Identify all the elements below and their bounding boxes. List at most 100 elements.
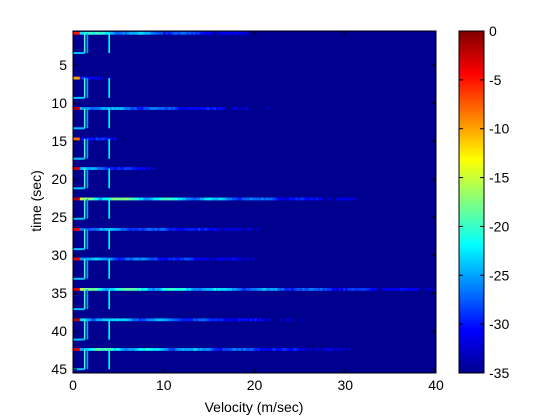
heat-cell: [281, 197, 285, 201]
heat-cell: [227, 227, 230, 231]
heat-cell: [211, 197, 215, 201]
heat-cell: [367, 288, 371, 291]
heat-cell: [406, 288, 410, 291]
heat-cell: [247, 348, 251, 351]
heat-cell: [356, 288, 360, 291]
heat-cell: [333, 288, 337, 291]
heat-cell: [77, 167, 81, 170]
heat-cell: [218, 257, 221, 261]
heat-cell: [238, 31, 242, 35]
heat-cell: [254, 348, 258, 351]
heat-cell: [73, 227, 76, 231]
heat-cell: [265, 288, 269, 291]
heat-cell: [73, 96, 85, 99]
y-tick-label: 25: [51, 209, 67, 225]
heat-cell: [193, 227, 196, 231]
heat-cell: [97, 318, 101, 322]
heat-cell: [161, 31, 165, 35]
heat-cell: [120, 31, 124, 35]
heat-cell: [77, 76, 81, 80]
heat-cell: [227, 197, 230, 201]
heat-cell: [120, 197, 124, 201]
heat-cell: [215, 107, 219, 110]
heat-cell: [329, 348, 333, 351]
heat-cell: [107, 167, 110, 170]
heat-cell: [141, 107, 144, 110]
heat-cell: [200, 197, 203, 201]
heat-cell: [349, 197, 353, 201]
heat-cell: [109, 137, 112, 141]
heat-cell: [108, 229, 110, 250]
heat-cell: [147, 257, 151, 261]
heat-cell: [256, 227, 260, 231]
heat-cell: [184, 257, 187, 261]
heat-cell: [177, 227, 181, 231]
heat-cell: [116, 167, 119, 170]
heat-cell: [118, 348, 122, 351]
heat-cell: [116, 197, 119, 201]
heat-cell: [168, 227, 171, 231]
heat-cell: [181, 348, 185, 351]
heat-cell: [131, 318, 135, 322]
heat-cell: [175, 31, 178, 35]
heat-cell: [75, 31, 78, 35]
heat-cell: [188, 197, 192, 201]
heat-cell: [340, 288, 344, 291]
heat-cell: [318, 288, 321, 291]
heat-cell: [283, 197, 287, 201]
heat-cell: [243, 197, 246, 201]
heat-cell: [84, 257, 88, 261]
heat-cell: [433, 288, 437, 291]
heat-cell: [247, 197, 251, 201]
heat-cell: [404, 288, 407, 291]
heat-cell: [86, 33, 89, 54]
heat-cell: [270, 197, 274, 201]
heat-cell: [136, 107, 140, 110]
heat-cells: [73, 31, 437, 371]
heat-cell: [108, 198, 110, 219]
heat-cell: [116, 257, 119, 261]
heat-cell: [109, 197, 112, 201]
heat-cell: [206, 227, 210, 231]
heat-cell: [82, 167, 85, 170]
heat-cell: [163, 227, 167, 231]
heat-cell: [263, 288, 267, 291]
heat-cell: [231, 257, 235, 261]
heat-cell: [240, 257, 244, 261]
heat-cell: [268, 197, 271, 201]
heat-cell: [175, 257, 178, 261]
heat-cell: [245, 227, 249, 231]
heat-cell: [279, 318, 283, 322]
heat-cell: [84, 348, 88, 351]
heat-cell: [179, 227, 183, 231]
heat-cell: [113, 167, 117, 170]
heat-cell: [125, 288, 128, 291]
heat-cell: [329, 288, 333, 291]
heat-cell: [175, 107, 178, 110]
colorbar-tick-label: -10: [489, 121, 509, 137]
heat-cell: [268, 318, 271, 322]
heat-cell: [247, 227, 251, 231]
heat-cell: [111, 31, 115, 35]
heat-cell: [166, 318, 169, 322]
heat-cell: [252, 197, 255, 201]
heat-cell: [311, 197, 314, 201]
heat-cell: [177, 31, 181, 35]
heat-cell: [129, 31, 133, 35]
heat-cell: [97, 197, 101, 201]
heat-cell: [184, 107, 187, 110]
heat-cell: [213, 107, 217, 110]
colorbar: [458, 30, 485, 374]
heat-cell: [170, 227, 174, 231]
heat-cell: [127, 318, 131, 322]
heat-cell: [345, 288, 348, 291]
heat-cell: [218, 348, 221, 351]
heat-cell: [154, 107, 158, 110]
heat-cell: [104, 318, 108, 322]
heat-cell: [200, 227, 203, 231]
heat-cell: [95, 31, 99, 35]
heat-cell: [213, 227, 217, 231]
heat-cell: [156, 288, 160, 291]
heat-cell: [225, 318, 228, 322]
heat-cell: [161, 197, 165, 201]
